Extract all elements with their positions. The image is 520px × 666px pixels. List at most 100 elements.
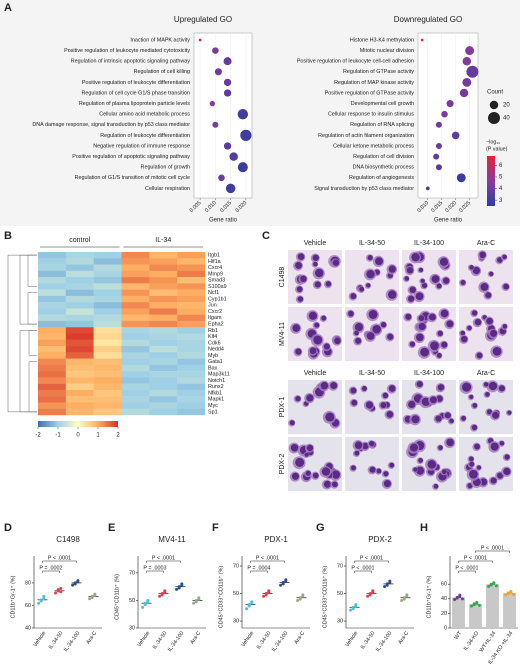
nucleus bbox=[308, 311, 318, 320]
nucleus bbox=[387, 290, 397, 299]
term-label: Positive regulation of leukocyte differe… bbox=[82, 80, 190, 86]
sig-bracket bbox=[250, 570, 268, 573]
heat-cell bbox=[149, 402, 178, 409]
point bbox=[247, 603, 251, 607]
gene-label: Runx2 bbox=[208, 384, 224, 390]
sig-label: P < .0001 bbox=[481, 545, 504, 551]
heat-cell bbox=[121, 277, 150, 284]
term-label: Positive regulation of apoptotic signali… bbox=[72, 154, 190, 160]
heat-cell bbox=[65, 339, 94, 347]
y-axis-label: CD45⁺CD33⁺CD11b⁺ (%) bbox=[322, 566, 328, 629]
nucleus bbox=[382, 392, 389, 399]
point bbox=[455, 595, 459, 599]
x-tick-label: IL-34-50 bbox=[256, 631, 272, 651]
micrograph bbox=[402, 250, 456, 304]
nucleus bbox=[295, 261, 303, 269]
heat-cell bbox=[93, 252, 122, 259]
x-tick-label: Vehicle bbox=[136, 631, 151, 649]
nucleus bbox=[420, 347, 430, 357]
x-tick-label: Vehicle bbox=[240, 631, 255, 649]
size-legend-dot bbox=[488, 112, 500, 124]
bar bbox=[503, 592, 516, 628]
gene-label: Nfkb1 bbox=[208, 390, 222, 396]
point bbox=[245, 607, 249, 611]
nucleus bbox=[314, 322, 320, 328]
micrograph bbox=[402, 380, 456, 434]
colorbar bbox=[38, 421, 118, 427]
heat-cell bbox=[149, 383, 178, 391]
sig-label: P < .0001 bbox=[256, 555, 279, 561]
point bbox=[475, 600, 479, 604]
x-tick-label: IL-34-100 bbox=[271, 631, 289, 653]
nucleus bbox=[490, 329, 498, 337]
point bbox=[93, 593, 97, 597]
y-tick-label: 50 bbox=[129, 598, 135, 604]
heat-cell bbox=[65, 252, 94, 259]
term-label: Cellular respiration bbox=[145, 186, 190, 192]
micrograph bbox=[288, 380, 342, 434]
point bbox=[88, 597, 92, 601]
heat-cell bbox=[121, 396, 150, 403]
nucleus bbox=[290, 443, 299, 452]
sig-bracket bbox=[146, 570, 164, 573]
point bbox=[177, 586, 181, 590]
y-tick-label: 60 bbox=[25, 603, 31, 609]
heat-cell bbox=[93, 364, 122, 372]
nucleus bbox=[467, 325, 472, 331]
nucleus bbox=[485, 292, 492, 299]
point bbox=[504, 593, 508, 597]
sig-label: P < .0001 bbox=[455, 565, 478, 571]
heat-cell bbox=[149, 264, 178, 272]
point bbox=[349, 608, 353, 612]
term-label: Regulation of growth bbox=[141, 165, 190, 171]
heat-cell bbox=[149, 252, 178, 259]
nucleus bbox=[383, 471, 389, 477]
colorbar bbox=[487, 156, 495, 206]
gene-label: Itgam bbox=[208, 315, 222, 321]
heat-cell bbox=[38, 308, 67, 315]
heat-cell bbox=[177, 371, 206, 378]
heat-cell bbox=[65, 289, 94, 297]
heat-cell bbox=[149, 302, 178, 309]
heat-cell bbox=[121, 314, 150, 322]
micrograph bbox=[288, 437, 342, 491]
nucleus bbox=[368, 310, 378, 319]
gene-label: S100a9 bbox=[208, 284, 227, 290]
point bbox=[264, 593, 268, 597]
heat-cell bbox=[93, 371, 122, 378]
term-label: Regulation of cell division bbox=[353, 154, 414, 160]
heat-cell bbox=[121, 333, 150, 340]
y-axis-label: CD45⁺CD33⁺CD11b⁺ (%) bbox=[218, 566, 224, 629]
nucleus bbox=[436, 283, 442, 289]
gene-label: Epha2 bbox=[208, 322, 224, 328]
point bbox=[511, 592, 515, 596]
nucleus bbox=[461, 415, 466, 421]
nucleus bbox=[362, 442, 369, 450]
nucleus bbox=[483, 382, 489, 387]
nucleus bbox=[469, 469, 478, 479]
y-tick-label: 80 bbox=[25, 580, 31, 586]
heat-cell bbox=[149, 333, 178, 340]
x-tick-label: Vehicle bbox=[32, 631, 47, 649]
gene-label: Myc bbox=[208, 403, 218, 409]
nucleus bbox=[490, 477, 497, 484]
sig-label: P < .0001 bbox=[48, 555, 71, 561]
heat-cell bbox=[121, 302, 150, 309]
heat-cell bbox=[177, 339, 206, 347]
point bbox=[56, 588, 60, 592]
nucleus bbox=[312, 472, 319, 479]
nucleus bbox=[306, 444, 314, 452]
heat-cell bbox=[38, 258, 67, 265]
heat-cell bbox=[65, 270, 94, 278]
row-label: MV4-11 bbox=[279, 322, 286, 346]
column-label: IL-34-100 bbox=[414, 240, 444, 247]
column-label: Vehicle bbox=[304, 240, 327, 247]
term-label: Negative regulation of immune response bbox=[93, 143, 190, 149]
nucleus bbox=[428, 313, 436, 321]
dendrogram bbox=[7, 254, 37, 413]
heat-cell bbox=[65, 346, 94, 353]
heat-cell bbox=[38, 402, 67, 409]
micrograph bbox=[288, 307, 342, 361]
heat-cell bbox=[121, 270, 150, 278]
heat-cell bbox=[65, 295, 94, 303]
